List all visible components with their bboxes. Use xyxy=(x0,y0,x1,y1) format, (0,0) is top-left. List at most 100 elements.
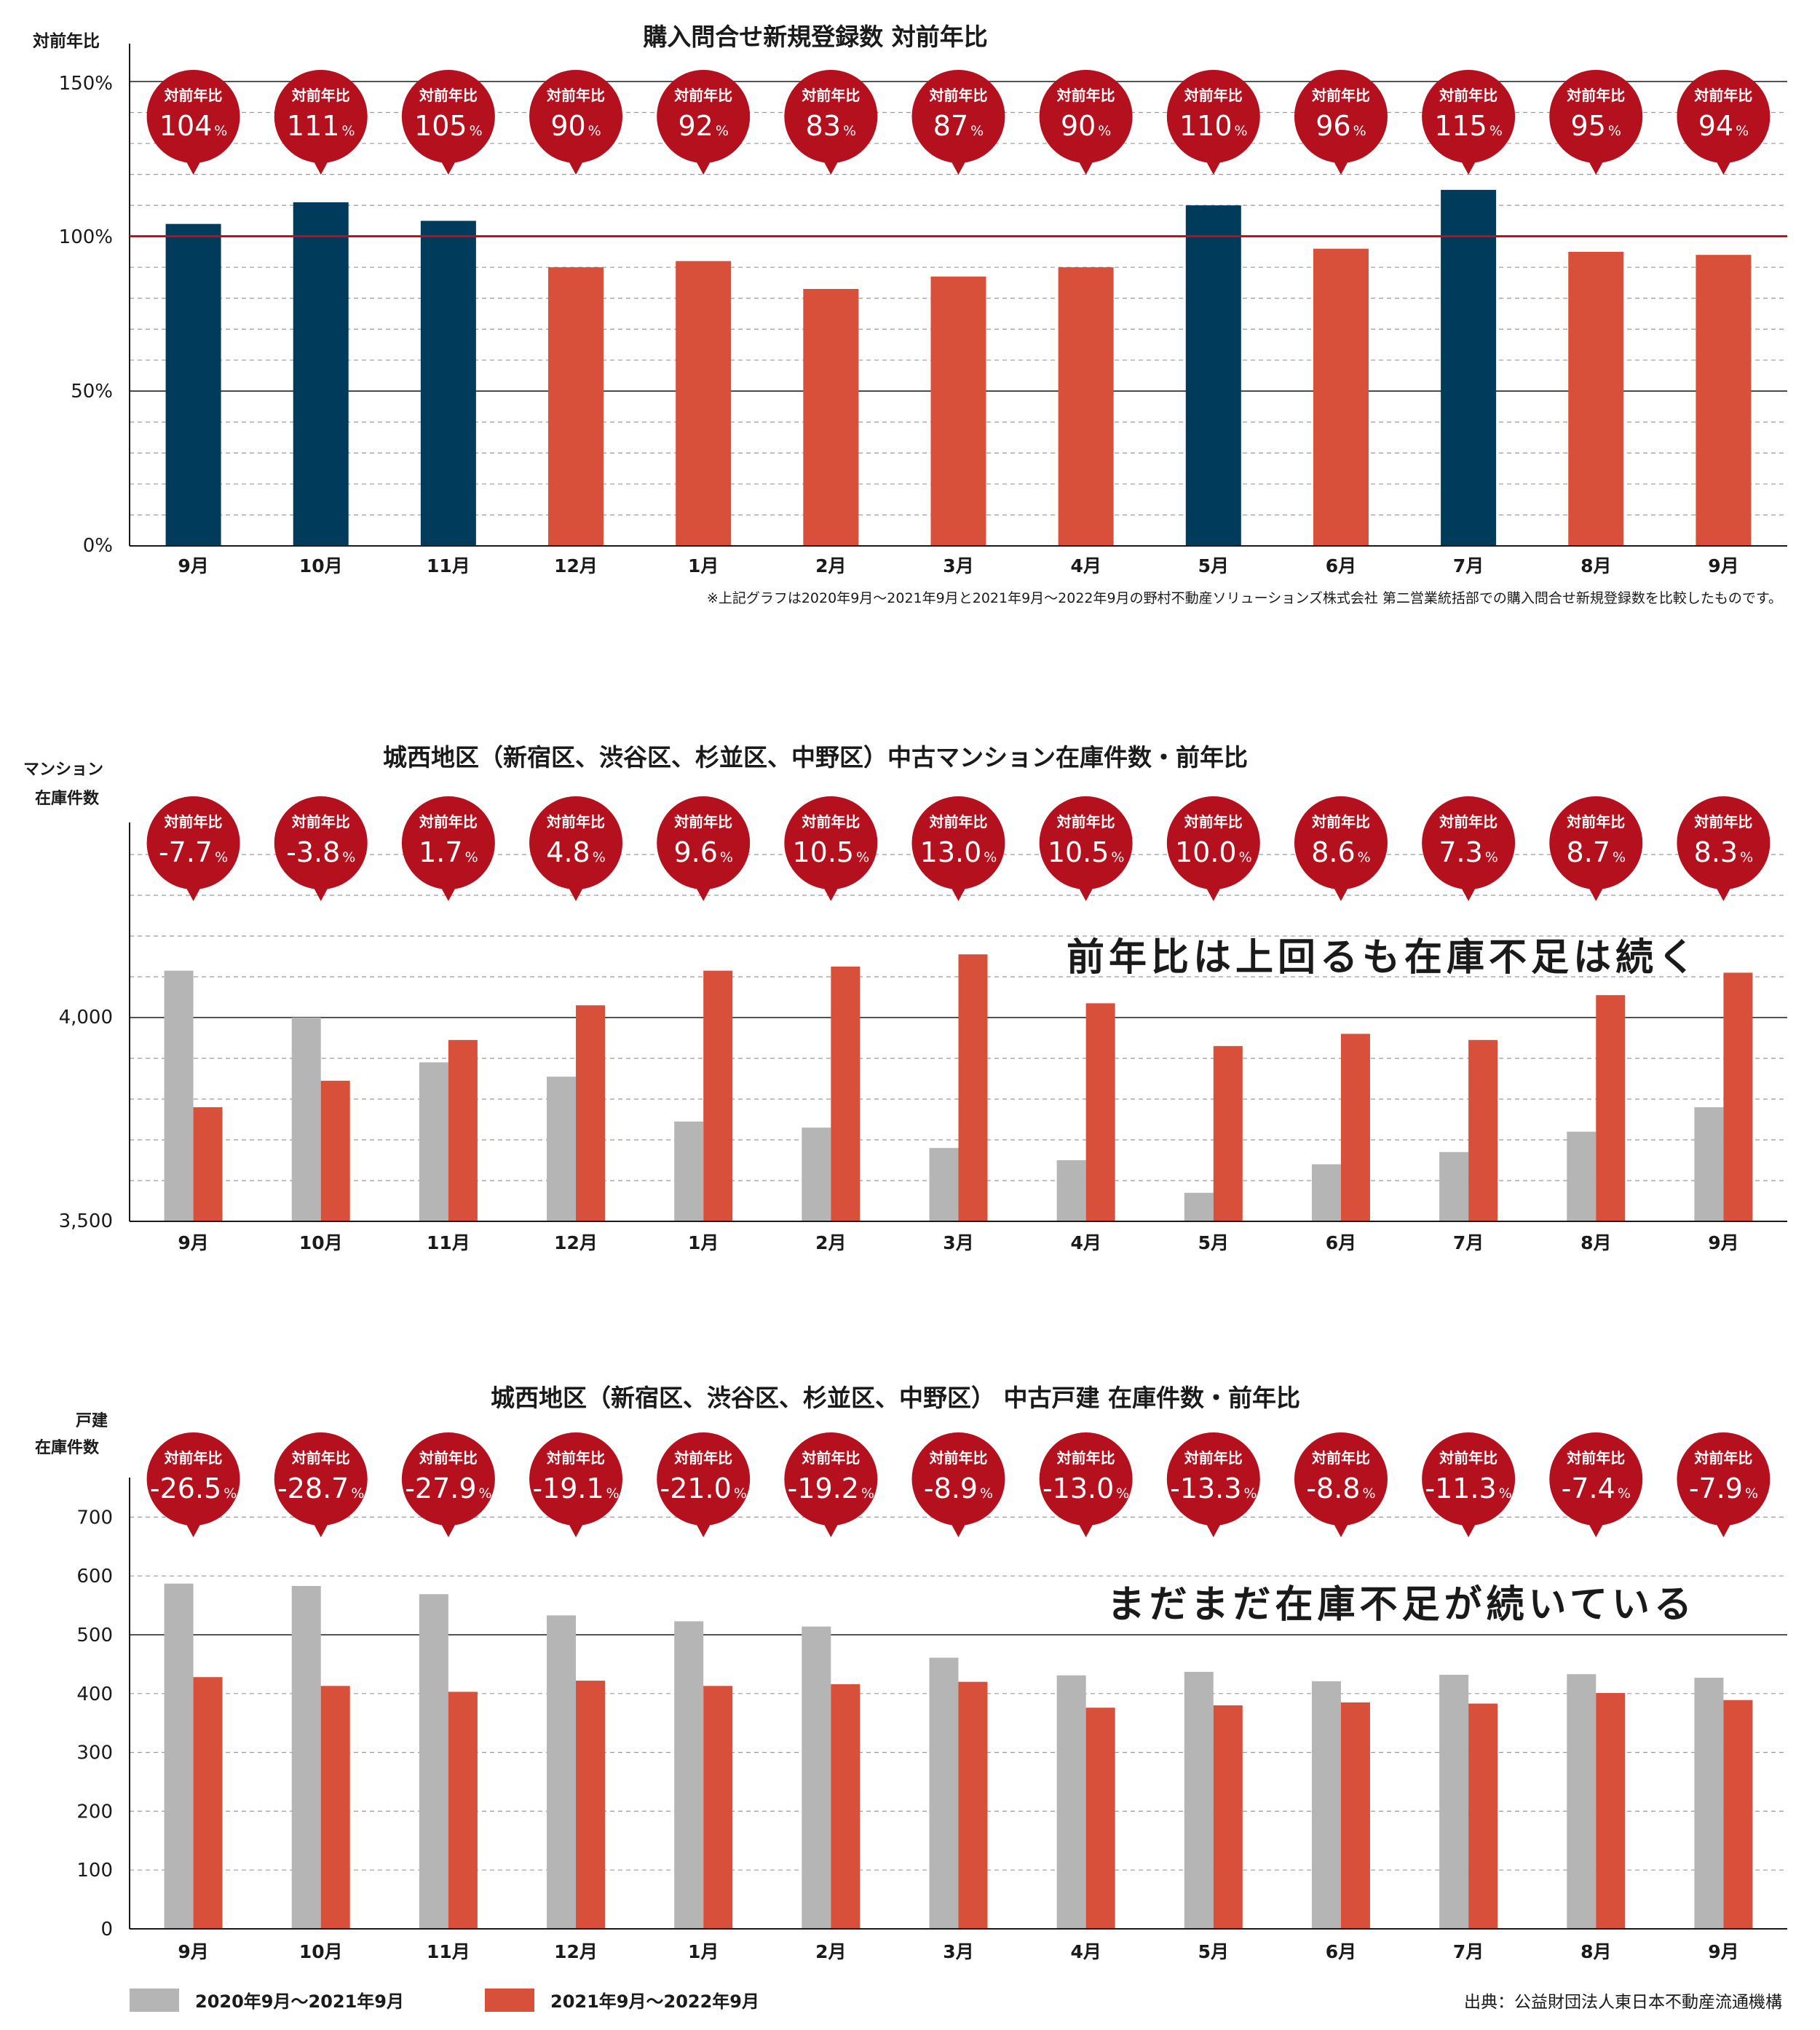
month-label: 2月 xyxy=(815,1232,846,1253)
legend-gray-swatch xyxy=(130,1989,179,2012)
yoy-bubble: 対前年比 13.0% xyxy=(911,796,1005,901)
bar-this-year xyxy=(831,1684,860,1929)
bubble-value: 94% xyxy=(1698,110,1749,142)
bar-prev-year xyxy=(929,1657,959,1929)
bubble-value: 111% xyxy=(287,110,355,142)
bubble-pointer xyxy=(1586,884,1606,901)
bar-prev-year xyxy=(547,1615,577,1929)
bar-this-year xyxy=(1596,1692,1626,1929)
bubble-value: -7.4% xyxy=(1562,1472,1631,1504)
ytick-label: 100 xyxy=(76,1860,113,1882)
bubble-circle xyxy=(146,1432,240,1526)
month-label: 9月 xyxy=(1708,1941,1738,1962)
bubble-label: 対前年比 xyxy=(1311,813,1370,830)
bar-prev-year xyxy=(1311,1164,1341,1221)
bubble-label: 対前年比 xyxy=(1311,1449,1370,1467)
bubble-pointer xyxy=(949,157,968,175)
bar-this-year xyxy=(831,967,860,1221)
bubble-pointer xyxy=(438,884,458,901)
ytick-label: 0 xyxy=(100,1919,113,1940)
bubble-pointer xyxy=(311,884,331,901)
bubble-label: 対前年比 xyxy=(1566,1449,1625,1467)
chart3-annotation: まだまだ在庫不足が続いている xyxy=(1107,1583,1696,1627)
bar xyxy=(803,288,859,546)
yoy-bubble: 対前年比 -26.5% xyxy=(146,1432,240,1537)
bubble-label: 対前年比 xyxy=(164,813,223,830)
bubble-value: 90% xyxy=(1061,110,1111,142)
yoy-bubble: 対前年比 -7.9% xyxy=(1677,1432,1770,1537)
bubble-pointer xyxy=(1076,1520,1096,1537)
yoy-bubble: 対前年比 10.5% xyxy=(784,796,878,901)
bar-prev-year xyxy=(164,1583,194,1929)
month-label: 3月 xyxy=(943,555,973,576)
bubble-pointer xyxy=(311,1520,331,1537)
bubble-circle xyxy=(1549,1432,1643,1526)
bubble-circle xyxy=(1677,70,1770,163)
chart3-ylabel-line2: 在庫件数 xyxy=(35,1438,100,1457)
yoy-bubble: 対前年比 10.0% xyxy=(1166,796,1260,901)
bar-this-year xyxy=(1213,1705,1243,1929)
chart1-month-labels: 9月 10月 11月 12月 1月 2月 3月 4月 5月 6月 7月 8月 9月 xyxy=(178,555,1738,576)
bubble-pointer xyxy=(183,157,203,175)
bubble-circle xyxy=(657,796,751,889)
bubble-value: 8.6% xyxy=(1311,836,1371,868)
bar-prev-year xyxy=(1439,1151,1469,1221)
month-label: 8月 xyxy=(1580,1232,1611,1253)
yoy-bubble: 対前年比 111% xyxy=(274,70,368,175)
bubble-label: 対前年比 xyxy=(1184,813,1243,830)
bubble-value: 105% xyxy=(414,110,483,142)
bubble-value: 4.8% xyxy=(546,836,606,868)
chart1-ylabel: 対前年比 xyxy=(33,31,100,51)
yoy-bubble: 対前年比 -19.1% xyxy=(529,1432,623,1537)
yoy-bubble: 対前年比 -8.9% xyxy=(911,1432,1005,1537)
bubble-value: 95% xyxy=(1571,110,1621,142)
bubble-pointer xyxy=(949,884,968,901)
bubble-circle xyxy=(1422,1432,1516,1526)
bubble-value: 87% xyxy=(933,110,984,142)
ytick-label: 700 xyxy=(76,1507,113,1529)
bubble-value: -8.8% xyxy=(1306,1472,1375,1504)
bubble-circle xyxy=(529,1432,623,1526)
month-label: 1月 xyxy=(688,1232,719,1253)
bubble-label: 対前年比 xyxy=(419,87,478,104)
month-label: 12月 xyxy=(554,1941,598,1962)
bubble-label: 対前年比 xyxy=(801,1449,860,1467)
chart3-ylabel-line1: 戸建 xyxy=(76,1412,108,1430)
bubble-label: 対前年比 xyxy=(419,813,478,830)
bar-prev-year xyxy=(1567,1674,1597,1929)
bubble-value: -7.9% xyxy=(1689,1472,1758,1504)
bar-this-year xyxy=(193,1107,223,1221)
month-label: 2月 xyxy=(815,1941,846,1962)
bubble-circle xyxy=(146,796,240,889)
bubble-pointer xyxy=(566,1520,586,1537)
bubble-value: -11.3% xyxy=(1425,1472,1511,1504)
yoy-bubble: 対前年比 92% xyxy=(657,70,751,175)
bar-this-year xyxy=(1596,995,1626,1221)
bar xyxy=(1313,248,1369,546)
bubble-pointer xyxy=(1714,1520,1733,1537)
bubble-pointer xyxy=(1331,1520,1350,1537)
yoy-bubble: 対前年比 94% xyxy=(1677,70,1770,175)
bubble-value: -19.1% xyxy=(532,1472,619,1504)
bubble-value: 9.6% xyxy=(673,836,733,868)
bar-prev-year xyxy=(674,1121,704,1221)
month-label: 8月 xyxy=(1580,555,1611,576)
bubble-circle xyxy=(401,1432,495,1526)
bar-prev-year xyxy=(291,1585,321,1929)
yoy-bubble: 対前年比 8.3% xyxy=(1677,796,1770,901)
bubble-value: 10.5% xyxy=(793,836,870,868)
bubble-label: 対前年比 xyxy=(1693,1449,1752,1467)
yoy-bubble: 対前年比 110% xyxy=(1166,70,1260,175)
bubble-circle xyxy=(911,70,1005,163)
bar-this-year xyxy=(703,970,733,1221)
bubble-pointer xyxy=(1076,884,1096,901)
bar-prev-year xyxy=(419,1594,448,1929)
bubble-circle xyxy=(1166,1432,1260,1526)
source-note: 出典：公益財団法人東日本不動産流通機構 xyxy=(1464,1993,1782,2012)
bubble-label: 対前年比 xyxy=(673,813,732,830)
bubble-value: 90% xyxy=(550,110,601,142)
yoy-bubble: 対前年比 10.5% xyxy=(1039,796,1133,901)
bubble-pointer xyxy=(1459,884,1479,901)
bubble-pointer xyxy=(694,884,713,901)
month-label: 9月 xyxy=(1708,1232,1738,1253)
